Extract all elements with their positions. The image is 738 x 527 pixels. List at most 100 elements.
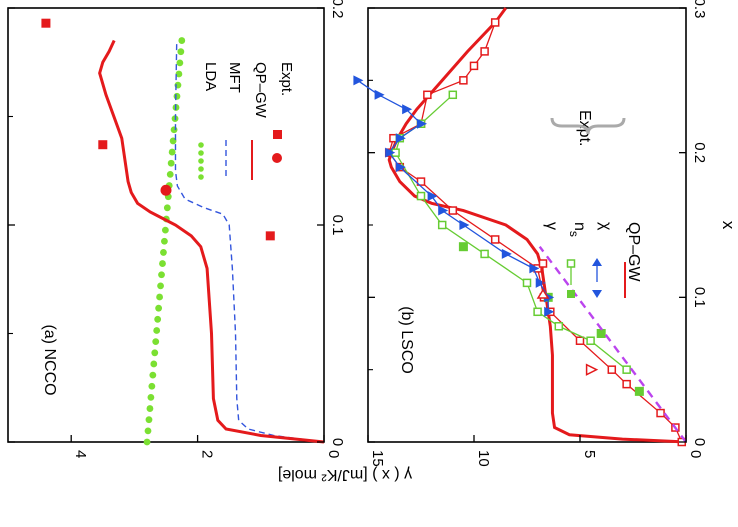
series-0-0-dot [150, 360, 158, 368]
legend-ns-filled-key [567, 290, 575, 298]
series-1-1-point [459, 76, 468, 85]
series-0-4-point [160, 184, 172, 196]
series-1-3-point [448, 90, 458, 100]
series-1-5-point [544, 306, 555, 317]
series-1-3-point [522, 278, 532, 288]
series-1-2-point [585, 363, 599, 376]
series-1-5-point [395, 133, 406, 144]
series-0-3-point [98, 140, 108, 150]
legend-lda-key [198, 150, 204, 156]
legend-ns-sub: s [567, 231, 581, 237]
series-1-1-point [490, 18, 500, 27]
legend-expt-square-key [273, 130, 282, 139]
series-1-6-line [538, 245, 687, 443]
series-0-0-dot [168, 148, 176, 156]
series-1-4-point [634, 386, 644, 396]
legend-lda-key [198, 174, 204, 180]
legend-ns-key [566, 259, 576, 268]
tick-label-b-x: 0.2 [691, 142, 708, 163]
ticks: 0 2 4 0 0.1 0.2 0 5 10 15 0 0.1 0.2 0.3 [8, 0, 708, 467]
series-0-0-dot [159, 260, 166, 267]
series-0-0-dot [178, 37, 186, 44]
series-0-3-point [41, 18, 51, 28]
series-0-0-dot [161, 237, 168, 245]
series-1-3-point [533, 307, 542, 317]
legend-chi-key [592, 258, 602, 266]
series-1-3-point [554, 322, 564, 331]
series-0-0-dot [163, 204, 171, 212]
series-0-1-line [174, 40, 325, 443]
series-0-0-dot [166, 170, 174, 178]
series-1-1-point [607, 365, 617, 374]
legend-gamma-tri-key [536, 288, 550, 299]
series-0-0-dot [146, 405, 154, 412]
series-0-0-dot [173, 92, 181, 100]
legend-gamma-key [538, 259, 548, 268]
series-1-1-point [423, 90, 432, 100]
series-1-5-point [402, 104, 413, 115]
series-1-1-point [656, 408, 665, 418]
series-1-5-point [535, 277, 546, 288]
y-axis-label: γ ( x ) [mJ/K² mole] [278, 466, 412, 483]
series-0-0-dot [153, 327, 161, 334]
tick-label-b-y: 10 [475, 450, 492, 467]
legend-qpgw-label: QP–GW [252, 62, 269, 119]
series-0-0-dot [152, 338, 160, 346]
legend-a-keys [198, 130, 282, 180]
series-1-3-point [480, 249, 489, 259]
tick-label-a-y: 0 [325, 450, 342, 458]
legend-expt-label: Expt. [278, 62, 295, 96]
series-0-0-dot [176, 59, 184, 67]
legend-a: LDA MFT QP–GW Expt. [198, 62, 295, 180]
legend-lda-key [198, 158, 204, 164]
series-1-5-point [417, 118, 427, 129]
series-0-0-dot [175, 70, 183, 78]
series-1-5-point [501, 248, 512, 259]
series-0-0-dot [147, 393, 155, 401]
panel-b-title: (b) LSCO [398, 306, 415, 374]
series-0-0-dot [144, 427, 152, 435]
legend-gamma-label: γ [543, 222, 560, 230]
series-1-5-point [427, 191, 438, 202]
series-0-0-dot [161, 226, 169, 234]
panel-a-title: (a) NCCO [41, 324, 58, 395]
series-1-3-point [416, 191, 426, 201]
series-0-0-dot [170, 126, 178, 134]
series-1-5-point [353, 75, 364, 86]
series-0-0-dot [151, 349, 159, 357]
tick-label-b-x: 0 [691, 438, 708, 446]
legend-lda-key [198, 166, 204, 172]
legend-b-keys [536, 258, 626, 299]
legend-lda-label: LDA [202, 62, 219, 91]
series-0-0-dot [160, 249, 167, 256]
x-axis-label: x [719, 221, 738, 230]
series-1-4-point [458, 242, 468, 252]
tick-label-a-y: 2 [199, 450, 216, 458]
series-1-5-point [395, 162, 406, 173]
series-1-5-point [374, 89, 385, 100]
series-0-0-dot [155, 304, 163, 312]
legend-chi-key2 [592, 290, 602, 298]
series-1-3-point [437, 220, 447, 230]
series-1-3-point [622, 365, 631, 374]
legend-ns-label: ns [567, 222, 588, 237]
panel-a-marks [41, 18, 325, 446]
series-1-5-point [459, 220, 470, 230]
tick-label-b-y: 5 [581, 450, 598, 458]
tick-label-a-y: 4 [72, 450, 89, 458]
series-1-5-point [438, 205, 449, 216]
series-0-0-dot [154, 315, 162, 323]
legend-qpgw-b-label: QP–GW [625, 222, 642, 282]
legend-mft-label: MFT [226, 62, 243, 93]
series-0-0-dot [167, 159, 175, 167]
series-1-1-point [448, 206, 458, 215]
series-0-2-line [98, 39, 325, 444]
series-0-0-dot [149, 371, 157, 379]
series-1-1-point [469, 61, 479, 71]
series-1-3-point [586, 336, 595, 345]
legend-lda-key [198, 142, 204, 148]
legend-b: γ ns χ QP–GW Expt. [536, 110, 642, 299]
tick-label-b-y: 15 [369, 450, 386, 467]
series-1-4-point [596, 329, 606, 338]
